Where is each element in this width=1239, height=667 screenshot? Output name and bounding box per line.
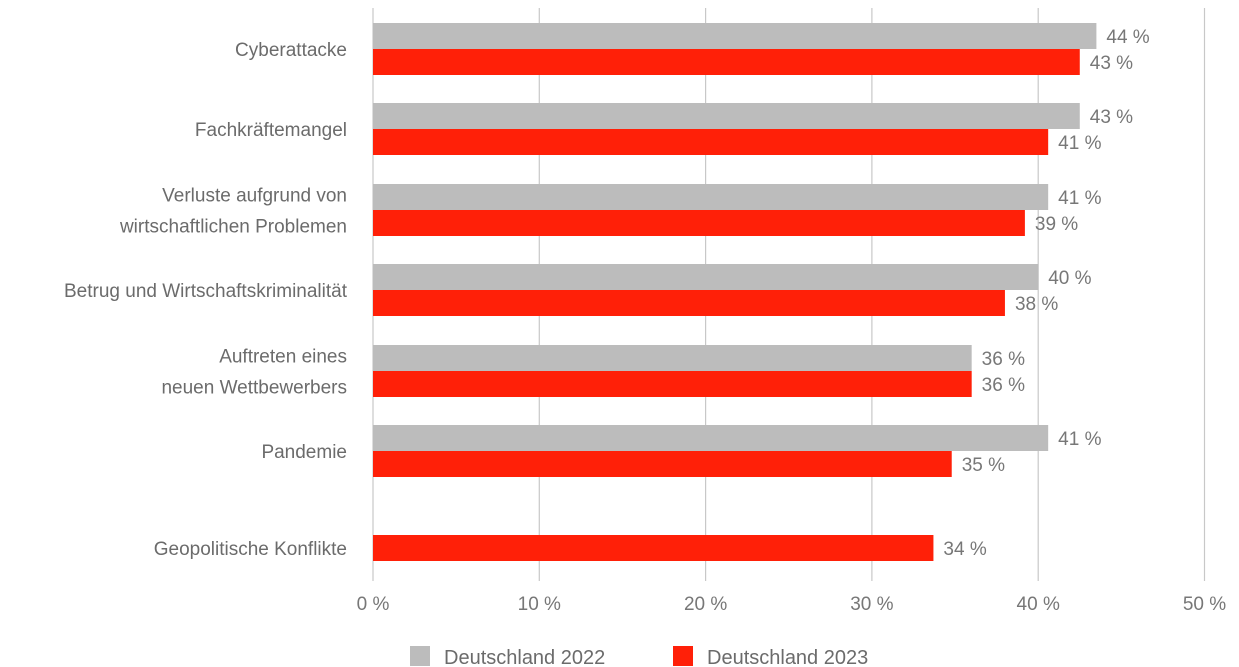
category-labels: Cyberattacke Fachkräftemangel Verluste auf… (64, 40, 348, 560)
bar-2023 (373, 451, 952, 477)
data-label: 40 % (1048, 268, 1091, 289)
data-label: 41 % (1058, 188, 1101, 209)
legend: Deutschland 2022 Deutschland 2023 (410, 646, 868, 667)
x-tick-label: 20 % (684, 594, 727, 615)
category-label: Auftreten eines (219, 347, 347, 368)
data-label: 43 % (1090, 107, 1133, 128)
data-label: 36 % (982, 375, 1025, 396)
data-label: 39 % (1035, 214, 1078, 235)
bar-2022 (373, 425, 1049, 451)
bar-2023 (373, 371, 972, 397)
category-label: Pandemie (261, 442, 347, 463)
bar-2022 (373, 184, 1049, 210)
x-tick-label: 50 % (1183, 594, 1226, 615)
bar-2022 (373, 345, 972, 371)
x-axis-ticks: 0 % 10 % 20 % 30 % 40 % 50 % (357, 594, 1227, 615)
category-label: wirtschaftlichen Problemen (119, 217, 347, 238)
category-label: Fachkräftemangel (195, 120, 347, 141)
data-label: 41 % (1058, 429, 1101, 450)
category-label: Verluste aufgrund von (162, 186, 347, 207)
x-tick-label: 10 % (518, 594, 561, 615)
data-label: 41 % (1058, 133, 1101, 154)
bar-2022 (373, 23, 1097, 49)
bar-2023 (373, 49, 1080, 75)
data-label: 43 % (1090, 53, 1133, 74)
bar-2023 (373, 290, 1005, 316)
legend-swatch (673, 646, 693, 666)
bar-2022 (373, 264, 1039, 290)
bar-2022 (373, 103, 1080, 129)
data-label: 36 % (982, 349, 1025, 370)
bar-2023 (373, 210, 1025, 236)
bar-2023 (373, 535, 934, 561)
legend-label: Deutschland 2023 (707, 647, 868, 667)
x-tick-label: 30 % (850, 594, 893, 615)
data-label: 38 % (1015, 294, 1058, 315)
legend-label: Deutschland 2022 (444, 647, 605, 667)
legend-swatch (410, 646, 430, 666)
data-label: 35 % (962, 455, 1005, 476)
category-label: Betrug und Wirtschaftskriminalität (64, 281, 348, 302)
category-label: Geopolitische Konflikte (154, 539, 347, 560)
category-label: Cyberattacke (235, 40, 347, 61)
x-tick-label: 0 % (357, 594, 390, 615)
data-label: 44 % (1106, 27, 1149, 48)
value-labels: 44 % 43 % 43 % 41 % 41 % 39 % 40 % 38 % 36 % 36 %… (943, 27, 1149, 560)
data-label: 34 % (943, 539, 986, 560)
bars (373, 23, 1097, 561)
category-label: neuen Wettbewerbers (161, 378, 347, 399)
bar-2023 (373, 129, 1049, 155)
x-tick-label: 40 % (1017, 594, 1060, 615)
